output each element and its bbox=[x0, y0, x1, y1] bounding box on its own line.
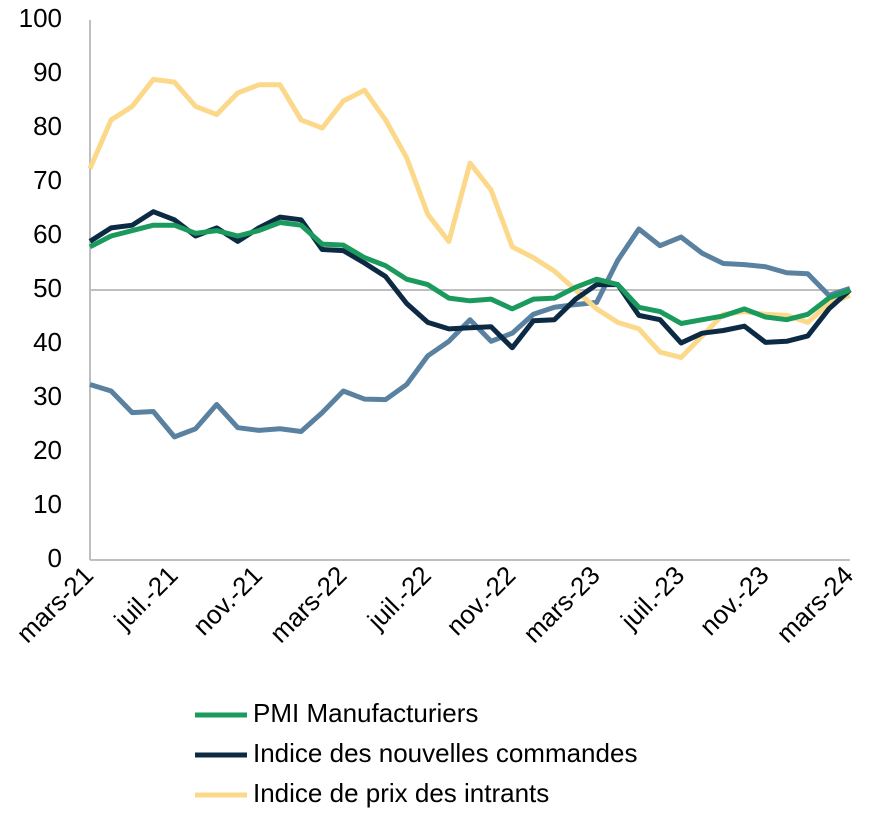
y-tick-label: 0 bbox=[48, 543, 62, 573]
series-line bbox=[88, 220, 851, 326]
legend-label: Indice des nouvelles commandes bbox=[253, 738, 637, 768]
x-tick-label: mars-22 bbox=[264, 560, 353, 649]
series-line bbox=[87, 76, 851, 360]
y-tick-label: 40 bbox=[33, 327, 62, 357]
y-tick-label: 20 bbox=[33, 435, 62, 465]
y-tick-label: 60 bbox=[33, 219, 62, 249]
series-line bbox=[89, 226, 851, 440]
x-tick-label: nov.-22 bbox=[440, 560, 521, 641]
x-tick-label: mars-24 bbox=[770, 560, 859, 649]
x-tick-label: nov.-21 bbox=[187, 560, 268, 641]
legend-label: Indice de prix des intrants bbox=[253, 778, 549, 808]
y-tick-label: 100 bbox=[19, 3, 62, 33]
x-tick-label: juil.-23 bbox=[614, 560, 690, 636]
series-line bbox=[88, 209, 852, 351]
x-tick-label: mars-21 bbox=[10, 560, 99, 649]
y-tick-label: 90 bbox=[33, 57, 62, 87]
x-tick-label: juil.-22 bbox=[361, 560, 437, 636]
y-tick-label: 30 bbox=[33, 381, 62, 411]
y-tick-label: 80 bbox=[33, 111, 62, 141]
y-tick-label: 10 bbox=[33, 489, 62, 519]
y-tick-label: 50 bbox=[33, 273, 62, 303]
y-tick-label: 70 bbox=[33, 165, 62, 195]
legend-label: PMI Manufacturiers bbox=[253, 698, 478, 728]
x-tick-label: nov.-23 bbox=[693, 560, 774, 641]
x-tick-label: juil.-21 bbox=[107, 560, 183, 636]
x-tick-label: mars-23 bbox=[517, 560, 606, 649]
